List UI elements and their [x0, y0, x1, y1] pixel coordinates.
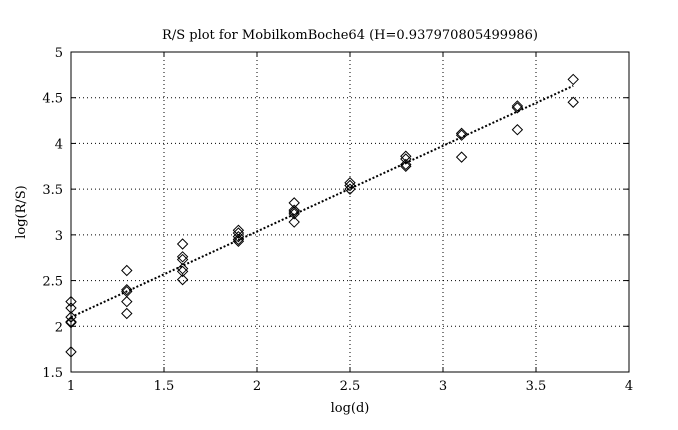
- data-point-diamond: [288, 208, 300, 220]
- y-tick-label: 5: [55, 46, 63, 61]
- data-point-diamond: [511, 124, 524, 136]
- data-point-diamond: [176, 265, 189, 278]
- x-tick-label: 4: [625, 379, 633, 394]
- data-point-diamond: [400, 158, 412, 171]
- x-axis-label: log(d): [331, 401, 370, 416]
- data-point-diamond: [232, 224, 245, 236]
- data-point-diamond: [121, 284, 133, 296]
- y-tick-label: 2: [55, 320, 63, 335]
- x-tick-label: 3.5: [526, 379, 547, 394]
- y-axis-label: log(R/S): [14, 185, 29, 239]
- data-point-diamond: [65, 316, 77, 329]
- data-points: [65, 73, 579, 358]
- y-tick-label: 3.5: [42, 183, 63, 198]
- data-point-diamond: [567, 73, 579, 86]
- x-tick-label: 1.5: [154, 379, 175, 394]
- data-point-diamond: [176, 253, 189, 266]
- data-point-diamond: [288, 197, 300, 209]
- data-point-diamond: [400, 160, 412, 172]
- fit-line-group: [70, 84, 574, 319]
- data-point-diamond: [455, 129, 468, 141]
- data-point-diamond: [455, 127, 468, 140]
- y-tick-label: 3: [55, 229, 63, 244]
- y-tick-label: 2.5: [42, 275, 63, 290]
- y-tick-label: 1.5: [42, 366, 63, 381]
- axis-ticks: [70, 51, 630, 373]
- data-point-diamond: [455, 151, 468, 163]
- data-point-diamond: [511, 102, 524, 114]
- data-point-diamond: [121, 264, 133, 277]
- data-point-diamond: [232, 230, 245, 243]
- fit-line: [70, 84, 574, 319]
- y-tick-labels: 1.5 2 2.5 3 3.5 4 4.5 5: [42, 46, 63, 381]
- grid-lines: [71, 52, 629, 372]
- data-point-diamond: [176, 238, 189, 250]
- data-point-diamond: [121, 295, 133, 308]
- data-point-diamond: [176, 273, 189, 286]
- data-point-diamond: [65, 295, 77, 308]
- data-point-diamond: [511, 100, 524, 112]
- data-point-diamond: [344, 183, 356, 195]
- data-point-diamond: [65, 316, 77, 328]
- x-tick-label: 2: [253, 379, 261, 394]
- data-point-diamond: [65, 346, 77, 358]
- data-point-diamond: [567, 96, 579, 108]
- data-point-diamond: [344, 179, 356, 192]
- data-point-diamond: [176, 262, 189, 275]
- data-point-diamond: [344, 177, 356, 189]
- y-tick-label: 4.5: [42, 92, 63, 107]
- data-point-diamond: [232, 227, 245, 239]
- chart-title: R/S plot for MobilkomBoche64 (H=0.937970…: [162, 28, 538, 43]
- data-point-diamond: [176, 251, 189, 263]
- data-point-diamond: [121, 307, 133, 320]
- data-point-diamond: [232, 233, 245, 246]
- x-tick-label: 3: [439, 379, 447, 394]
- data-point-diamond: [232, 235, 245, 247]
- data-point-diamond: [288, 204, 300, 216]
- y-tick-label: 4: [55, 137, 63, 152]
- x-tick-label: 2.5: [340, 379, 361, 394]
- data-point-diamond: [65, 311, 77, 323]
- data-point-diamond: [400, 153, 412, 165]
- x-tick-label: 1: [67, 379, 75, 394]
- data-point-diamond: [288, 216, 300, 228]
- x-tick-labels: 1 1.5 2 2.5 3 3.5 4: [67, 379, 633, 394]
- data-point-diamond: [65, 302, 77, 314]
